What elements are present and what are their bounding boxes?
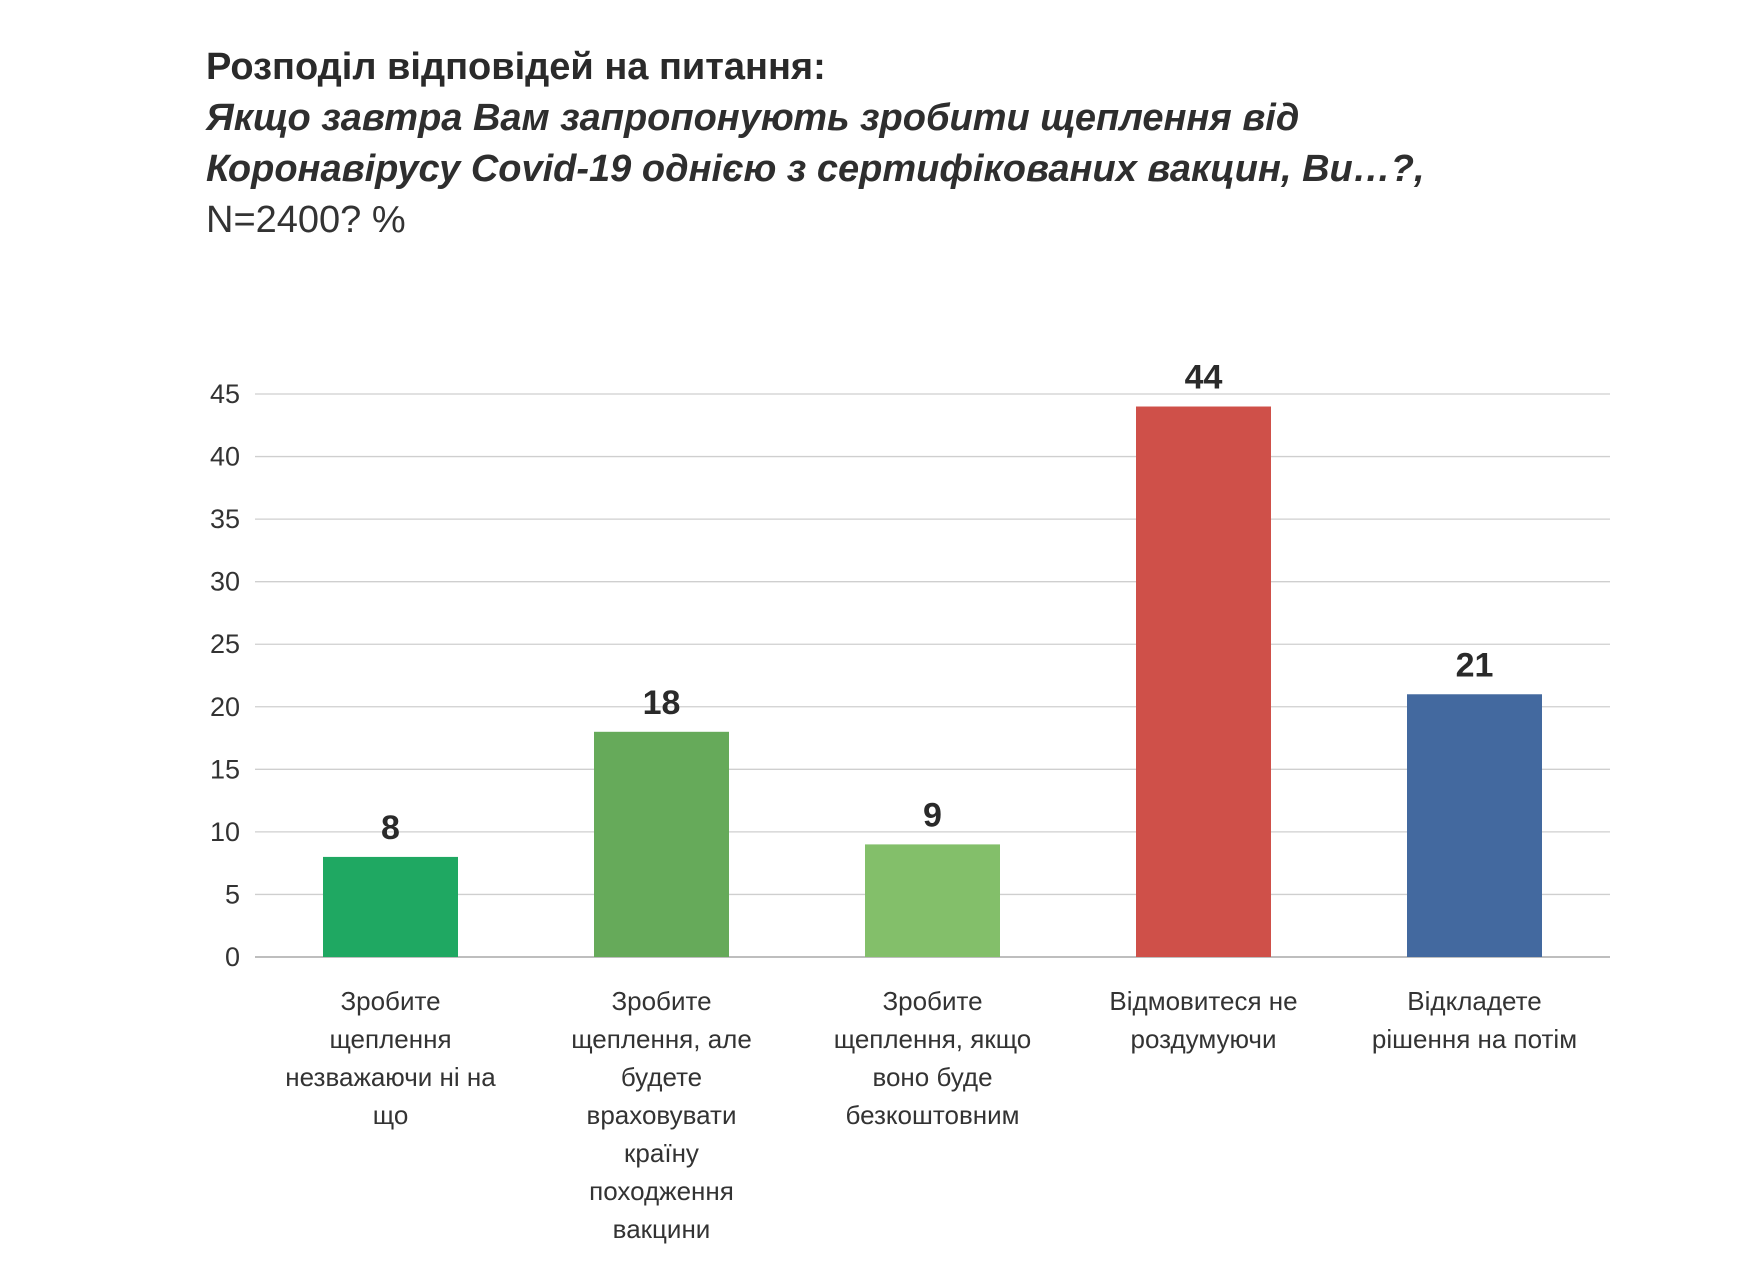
x-axis-categories: Зробите щеплення незважаючи ні на що Зробите… — [285, 986, 1577, 1244]
bar-5 — [1407, 694, 1542, 957]
data-labels: 8 18 9 44 21 — [381, 359, 1493, 847]
y-tick-label: 20 — [210, 692, 240, 722]
bar-2 — [594, 731, 729, 957]
bars — [323, 406, 1542, 957]
y-tick-label: 10 — [210, 817, 240, 847]
y-tick-label: 0 — [225, 942, 240, 972]
data-label: 8 — [381, 809, 400, 847]
data-label: 21 — [1456, 646, 1494, 684]
data-label: 18 — [643, 684, 681, 722]
category-label: Відмовитеся не роздумуючи — [1109, 986, 1297, 1054]
category-label: Відкладете рішення на потім — [1372, 986, 1577, 1054]
title-line-3: Коронавірусу Covid-19 однією з сертифіко… — [206, 148, 1425, 190]
chart-title: Розподіл відповідей на питання: Якщо зав… — [206, 42, 1656, 246]
y-tick-label: 25 — [210, 629, 240, 659]
bar-4 — [1136, 406, 1271, 957]
bar-3 — [865, 844, 1000, 957]
data-label: 44 — [1185, 359, 1223, 397]
y-axis-ticks: 0 5 10 15 20 25 30 35 40 45 — [210, 379, 240, 972]
y-tick-label: 40 — [210, 442, 240, 472]
y-tick-label: 35 — [210, 504, 240, 534]
category-label: Зробите щеплення, якщо воно буде безкоштовн… — [834, 986, 1032, 1130]
title-line-4: N=2400? % — [206, 199, 406, 241]
title-line-1: Розподіл відповідей на питання: — [206, 46, 826, 88]
bar-1 — [323, 856, 458, 957]
y-tick-label: 5 — [225, 879, 240, 909]
y-tick-label: 45 — [210, 379, 240, 409]
category-label: Зробите щеплення незважаючи ні на що — [285, 986, 496, 1130]
data-label: 9 — [923, 796, 942, 834]
title-line-2: Якщо завтра Вам запропонують зробити щеп… — [206, 97, 1300, 139]
y-tick-label: 15 — [210, 754, 240, 784]
category-label: Зробите щеплення, але будете враховувати кра… — [571, 986, 752, 1244]
y-tick-label: 30 — [210, 567, 240, 597]
